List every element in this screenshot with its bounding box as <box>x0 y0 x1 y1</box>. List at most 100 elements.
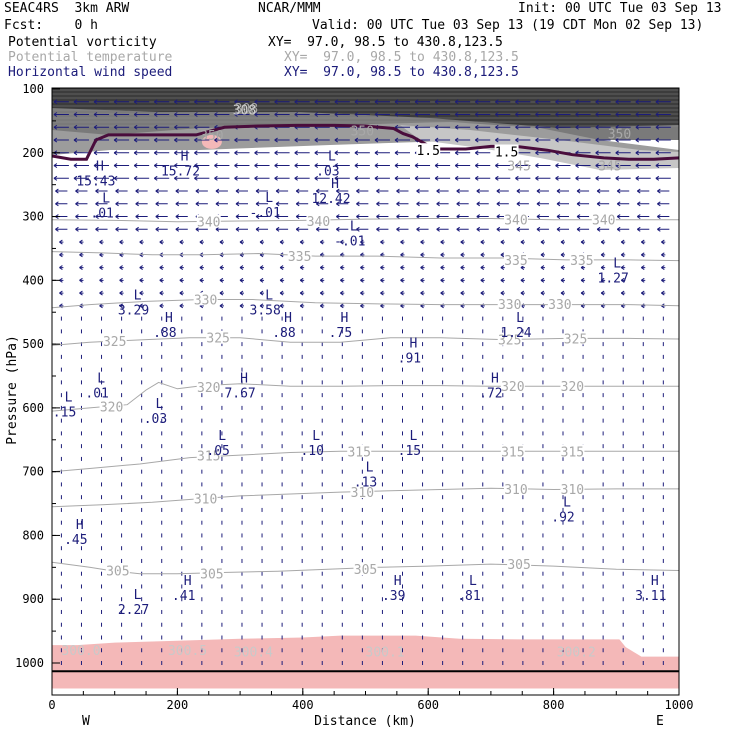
wind-arrow <box>133 112 150 117</box>
wind-arrow <box>354 112 370 117</box>
wind-arrow <box>93 112 110 117</box>
wind-arrow <box>414 163 431 168</box>
wind-arrow <box>620 239 626 245</box>
wind-arrow <box>580 277 586 283</box>
pv-extrema-value: .01 <box>90 207 113 222</box>
wind-arrow <box>596 201 610 207</box>
wind-arrow <box>655 112 671 117</box>
pv-extrema-value: .88 <box>272 326 295 341</box>
wind-arrow <box>434 175 451 181</box>
pv-extrema-value: .15 <box>53 406 76 421</box>
wind-arrow <box>575 163 591 168</box>
wind-arrow <box>436 201 449 207</box>
wind-arrow <box>560 239 566 245</box>
pv-extrema-type: L <box>265 191 273 206</box>
wind-arrow <box>474 150 491 156</box>
theta-label-bg <box>503 212 528 226</box>
field-wind-name: Horizontal wind speed <box>8 65 173 80</box>
theta-label: 305 <box>507 558 530 573</box>
wind-arrow <box>600 239 606 245</box>
wind-arrow <box>239 303 244 309</box>
wind-arrow <box>340 277 345 283</box>
wind-arrow <box>93 163 110 168</box>
theta-label-bg <box>199 566 224 580</box>
pv-extrema-type: H <box>181 149 189 164</box>
wind-arrow <box>396 201 409 207</box>
wind-arrow <box>636 201 650 207</box>
wind-arrow <box>299 239 305 245</box>
wind-arrow <box>153 112 170 117</box>
wind-arrow <box>95 214 108 219</box>
theta-label-bg <box>102 333 127 347</box>
wind-arrow <box>93 175 110 181</box>
wind-arrow <box>115 201 128 207</box>
wind-arrow <box>59 277 64 283</box>
wind-arrow <box>234 137 250 143</box>
wind-arrow <box>396 226 409 232</box>
wind-arrow <box>356 188 369 194</box>
pv-extrema-type: L <box>409 429 417 444</box>
wind-arrow <box>535 99 551 105</box>
theta-label: 325 <box>564 332 587 347</box>
wind-arrow <box>560 252 566 258</box>
theta-label-bg <box>196 448 221 462</box>
wind-arrow <box>234 175 250 181</box>
wind-arrow <box>474 99 491 105</box>
wind-arrow <box>299 303 305 309</box>
wind-arrow <box>500 277 505 283</box>
wind-arrow <box>53 124 69 130</box>
wind-arrow <box>59 239 64 245</box>
theta-label: 320 <box>197 381 220 396</box>
wind-arrow <box>219 265 224 270</box>
wind-arrow <box>456 188 469 194</box>
wind-arrow <box>535 163 551 168</box>
wind-arrow <box>536 214 549 219</box>
pv-extrema-value: .10 <box>300 444 323 459</box>
pv-extrema-type: H <box>184 574 192 589</box>
contour-labels: 335 335 335 340 340 340 340 330 330 330 325 325 325 3… <box>61 102 631 660</box>
wind-arrow <box>73 99 89 105</box>
wind-arrow <box>159 303 164 309</box>
wind-arrow <box>420 265 425 270</box>
theta-label-bg <box>196 214 221 228</box>
wind-arrow <box>615 175 631 181</box>
wind-arrow <box>635 124 651 130</box>
wind-arrow <box>235 226 248 232</box>
x-end-west: W <box>82 714 90 729</box>
wind-arrow <box>360 265 365 270</box>
wind-arrow <box>556 214 570 219</box>
wind-arrow <box>356 226 369 232</box>
wind-arrow <box>259 265 265 270</box>
wind-arrow <box>535 124 551 130</box>
wind-arrow <box>259 277 265 283</box>
wind-arrow <box>274 163 290 168</box>
pv-extrema-value: 3.11 <box>635 589 666 604</box>
wind-arrow <box>75 188 88 194</box>
wind-arrow <box>516 226 529 232</box>
wind-arrow <box>655 99 671 105</box>
wind-arrow <box>55 188 68 194</box>
wind-arrow <box>254 99 270 105</box>
wind-arrow <box>436 214 449 219</box>
wind-arrow <box>139 265 144 270</box>
wind-arrow <box>294 112 310 117</box>
pv-extrema-value: 15.72 <box>161 164 200 179</box>
wind-arrow <box>336 201 349 207</box>
wind-arrow <box>536 188 549 194</box>
theta-label-bg <box>99 399 124 413</box>
wind-arrow <box>460 265 465 270</box>
wind-arrow <box>595 137 611 143</box>
wind-arrow <box>575 137 591 143</box>
wind-arrow <box>360 290 365 296</box>
wind-arrow <box>215 188 228 194</box>
wind-arrow <box>319 277 325 283</box>
wind-arrow <box>259 239 265 245</box>
wind-arrow <box>595 175 611 181</box>
wind-arrow <box>153 124 170 130</box>
wind-arrow <box>75 201 88 207</box>
wind-arrow <box>336 214 349 219</box>
pv-extrema-type: L <box>312 429 320 444</box>
wind-arrow <box>360 239 365 245</box>
wind-arrow <box>274 99 290 105</box>
wind-arrow <box>595 99 611 105</box>
